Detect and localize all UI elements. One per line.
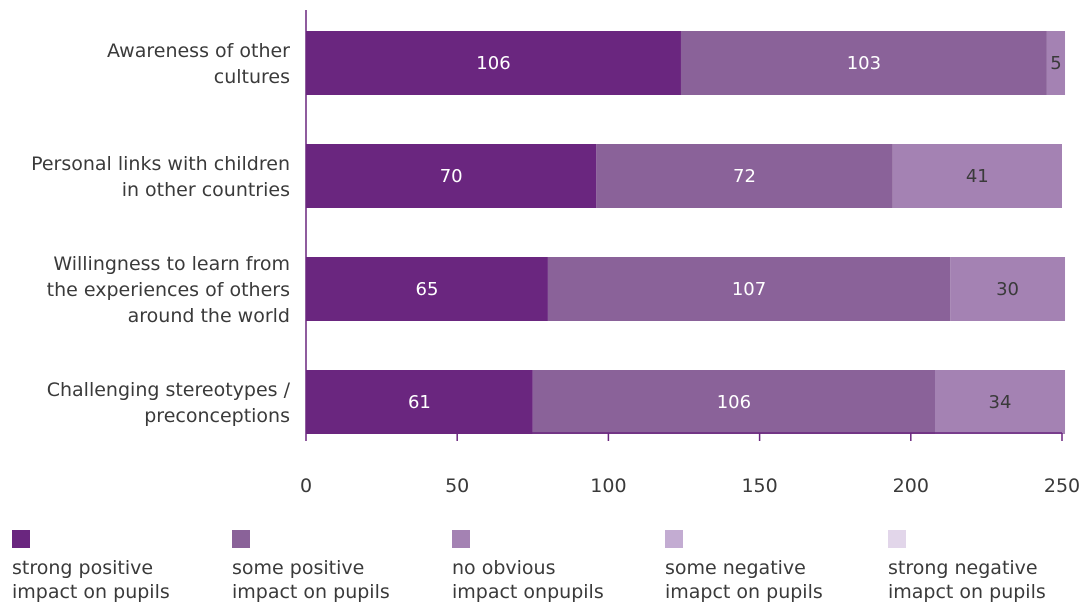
x-tick-label: 150	[741, 475, 777, 497]
bar-segment	[306, 370, 533, 434]
category-label: Personal links with children in other cou…	[31, 153, 290, 201]
legend-item: some negative imapct on pupils	[665, 530, 823, 604]
legend-item: strong negative imapct on pupils	[888, 530, 1046, 604]
legend-label: some negative imapct on pupils	[665, 557, 823, 603]
bars: 106 103 5 70 72 41 65 107 30 61 106 34	[306, 31, 1066, 434]
legend-item: no obvious impact onpupils	[452, 530, 604, 604]
bar-segment	[892, 144, 1062, 208]
data-label: 61	[408, 392, 431, 413]
x-tick-label: 50	[445, 475, 469, 497]
x-tick-label: 100	[590, 475, 626, 497]
x-tick-label: 250	[1044, 475, 1080, 497]
data-label: 65	[416, 279, 439, 300]
x-tick-label: 200	[893, 475, 929, 497]
legend-swatch	[232, 530, 250, 548]
data-label: 72	[733, 166, 756, 187]
bar-segment	[547, 257, 951, 321]
category-label: Awareness of other cultures	[107, 40, 290, 88]
bar-segment	[306, 144, 597, 208]
data-label: 30	[996, 279, 1019, 300]
bar-segment	[680, 31, 1047, 95]
data-label: 41	[966, 166, 989, 187]
bar-segment	[306, 31, 681, 95]
category-label: Willingness to learn from the experiences…	[47, 253, 290, 327]
data-label: 106	[476, 53, 510, 74]
bar-segment	[596, 144, 893, 208]
legend-swatch	[452, 530, 470, 548]
legend-swatch	[665, 530, 683, 548]
legend-label: strong negative imapct on pupils	[888, 557, 1046, 603]
data-label: 106	[717, 392, 751, 413]
data-label: 70	[440, 166, 463, 187]
legend-label: some positive impact on pupils	[232, 557, 390, 603]
category-labels: Awareness of other cultures Personal links…	[31, 40, 291, 427]
legend-label: strong positive impact on pupils	[12, 557, 170, 603]
stacked-bar-chart: Awareness of other cultures Personal links…	[31, 10, 1080, 497]
bar-segment	[306, 257, 548, 321]
bar-segment	[934, 370, 1066, 434]
category-label: Challenging stereotypes / preconceptions	[47, 379, 291, 427]
legend: strong positive impact on pupils some pos…	[0, 530, 1088, 616]
legend-item: some positive impact on pupils	[232, 530, 390, 604]
data-label: 34	[989, 392, 1012, 413]
bar-segment	[950, 257, 1066, 321]
legend-swatch	[888, 530, 906, 548]
x-tick-label: 0	[300, 475, 312, 497]
bar-segment	[532, 370, 935, 434]
legend-item: strong positive impact on pupils	[12, 530, 170, 604]
data-label: 5	[1050, 53, 1061, 74]
data-label: 107	[732, 279, 766, 300]
legend-label: no obvious impact onpupils	[452, 557, 604, 603]
data-label: 103	[847, 53, 881, 74]
bar-segment	[1046, 31, 1066, 95]
legend-swatch	[12, 530, 30, 548]
x-axis-ticks: 0 50 100 150 200 250	[300, 433, 1080, 497]
